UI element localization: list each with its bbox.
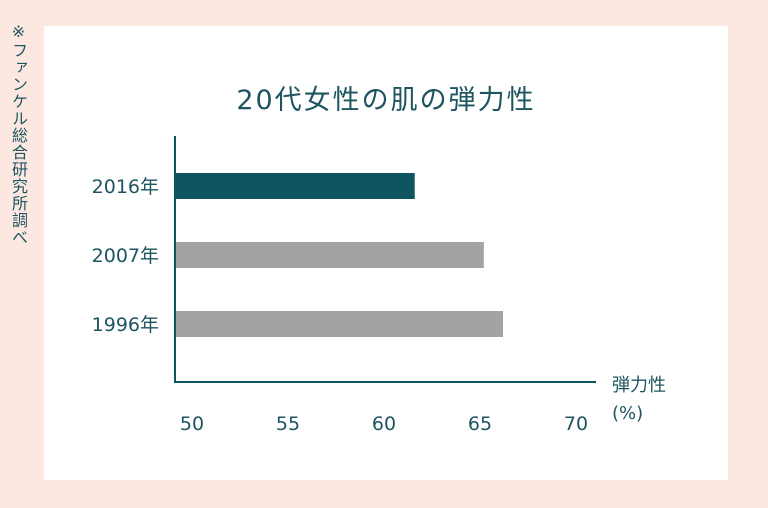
source-note: ※ファンケル総合研究所調べ — [9, 22, 28, 246]
x-tick-label: 70 — [564, 413, 588, 435]
chart-card: 20代女性の肌の弾力性 2016年 2007年 1996年 50 55 60 65 70 弾力… — [44, 26, 728, 480]
x-axis-unit: (%) — [612, 403, 644, 424]
bar-1996年 — [176, 311, 504, 337]
x-tick-label: 55 — [276, 413, 300, 435]
category-label: 2016年 — [92, 176, 159, 198]
bar-chart: 2016年 2007年 1996年 50 55 60 65 70 — [92, 136, 596, 435]
x-axis-label: 弾力性 — [612, 375, 666, 396]
bar-2007年 — [176, 242, 484, 268]
category-label: 2007年 — [92, 245, 159, 267]
x-tick-label: 60 — [372, 413, 396, 435]
x-axis-label-block: 弾力性 (%) — [612, 372, 666, 428]
chart-title: 20代女性の肌の弾力性 — [236, 85, 536, 116]
bar-2016年 — [176, 173, 415, 199]
category-label: 1996年 — [92, 314, 159, 336]
x-tick-label: 50 — [180, 413, 204, 435]
x-tick-label: 65 — [468, 413, 492, 435]
